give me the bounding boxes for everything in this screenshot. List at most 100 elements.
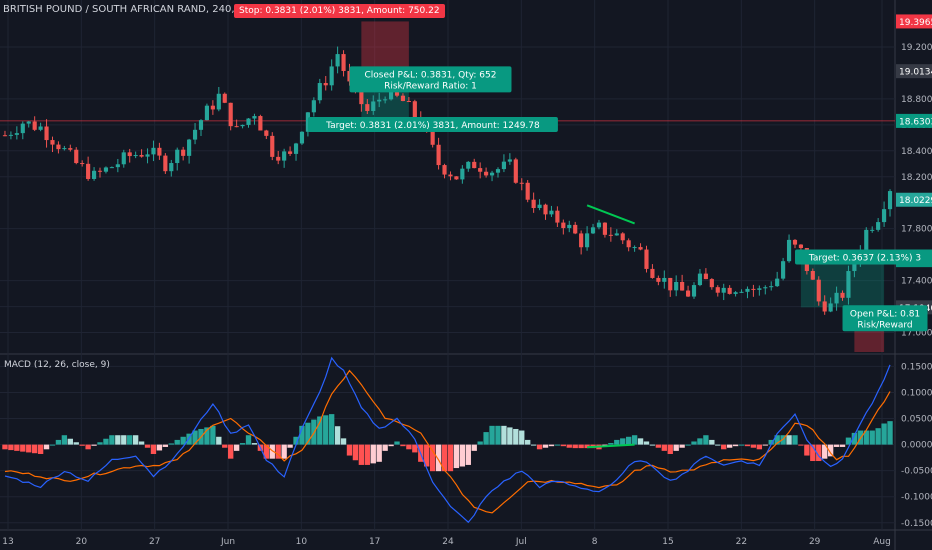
candle-body: [668, 277, 673, 291]
macd-histogram-bar: [839, 444, 846, 447]
price-tick-label: 18.2000: [901, 173, 932, 183]
candle-body: [561, 222, 566, 229]
candle-body: [620, 233, 625, 241]
price-tag: [896, 192, 932, 207]
macd-histogram-bar: [649, 444, 656, 446]
macd-histogram-bar: [85, 444, 91, 450]
macd-histogram-bar: [519, 430, 525, 445]
candle-body: [507, 159, 512, 162]
macd-histogram-bar: [780, 435, 786, 445]
macd-histogram-bar: [239, 443, 246, 445]
candle-body: [454, 176, 459, 180]
macd-histogram-bar: [317, 416, 323, 445]
candle-body: [335, 54, 340, 67]
macd-histogram-bar: [109, 435, 115, 445]
candle-body: [816, 279, 821, 302]
candle-body: [270, 135, 275, 157]
candle-body: [697, 273, 703, 286]
candle-body: [579, 233, 584, 248]
candle-body: [38, 126, 43, 130]
macd-histogram-bar: [625, 436, 632, 445]
macd-histogram-bar: [709, 439, 715, 445]
macd-histogram-bar: [263, 444, 270, 459]
candle-body: [383, 99, 388, 101]
macd-tick-label: -0.1000: [901, 493, 932, 503]
candle-body: [400, 95, 406, 102]
candle-body: [662, 277, 667, 282]
target-label-2-box: [794, 249, 932, 265]
candle-body: [139, 155, 144, 157]
macd-histogram-bar: [661, 444, 667, 451]
candle-body: [739, 291, 744, 293]
candle-body: [745, 288, 750, 292]
candle-body: [501, 161, 507, 170]
candle-body: [317, 83, 322, 101]
candle-body: [864, 229, 869, 252]
macd-histogram-bar: [216, 436, 222, 445]
macd-histogram-bar: [210, 425, 216, 445]
macd-histogram-bar: [281, 444, 287, 459]
candle-body: [388, 87, 394, 100]
macd-histogram-bar: [495, 425, 501, 445]
candle-body: [602, 222, 607, 235]
candle-body: [632, 247, 637, 249]
candle-body: [44, 126, 49, 141]
candle-body: [656, 277, 661, 282]
candle-body: [198, 120, 204, 130]
macd-histogram-bar: [655, 444, 662, 448]
stop-loss-label: Stop: 0.3831 (2.01%) 3831, Amount: 750.2…: [234, 4, 445, 18]
candle-body: [210, 105, 215, 110]
candle-body: [26, 121, 31, 124]
candle-body: [555, 210, 560, 223]
candle-body: [715, 287, 720, 293]
candle-body: [549, 210, 554, 215]
target-label-box: [307, 117, 558, 133]
trend-line: [586, 204, 635, 225]
candle-body: [685, 290, 691, 297]
candle-body: [163, 155, 168, 172]
macd-histogram-bar: [287, 444, 293, 448]
macd-histogram-bar: [2, 444, 8, 450]
macd-histogram-bar: [530, 444, 537, 446]
macd-histogram-bar: [91, 444, 97, 446]
price-tick-label: 17.0000: [901, 329, 932, 339]
open-pnl-label-text: Open P&L: 0.81: [850, 309, 920, 319]
macd-histogram-bar: [477, 441, 483, 445]
macd-histogram-bar: [560, 444, 567, 447]
candle-body: [537, 204, 542, 209]
macd-histogram-bar: [792, 435, 798, 445]
macd-histogram-bar: [156, 444, 163, 451]
price-tag: [896, 113, 932, 128]
candle-body: [786, 239, 792, 262]
candle-body: [86, 163, 91, 179]
macd-histogram-bar: [293, 436, 299, 445]
candle-body: [489, 172, 495, 176]
candle-body: [596, 222, 602, 228]
macd-histogram-bar: [756, 444, 763, 450]
candle-body: [20, 123, 25, 134]
macd-histogram-bar: [614, 439, 620, 445]
candle-body: [828, 303, 833, 312]
candle-body: [50, 140, 55, 145]
candle-body: [775, 278, 780, 287]
candle-body: [674, 281, 679, 291]
candle-body: [192, 129, 198, 140]
macd-histogram-bar: [536, 444, 543, 450]
macd-histogram-bar: [55, 439, 62, 445]
x-tick-label: Aug: [873, 537, 891, 547]
macd-histogram-bar: [269, 444, 275, 459]
macd-histogram-bar: [489, 425, 495, 445]
candle-body: [228, 102, 233, 127]
candle-body: [608, 234, 613, 236]
candle-body: [792, 239, 798, 245]
macd-histogram-bar: [881, 423, 887, 445]
candle-body: [442, 165, 447, 175]
candle-body: [80, 163, 85, 165]
candle-body: [133, 155, 138, 157]
candle-body: [305, 112, 310, 132]
macd-histogram-bar: [323, 415, 329, 445]
candle-body: [329, 66, 334, 86]
macd-histogram-bar: [180, 436, 186, 445]
candle-body: [252, 116, 257, 119]
